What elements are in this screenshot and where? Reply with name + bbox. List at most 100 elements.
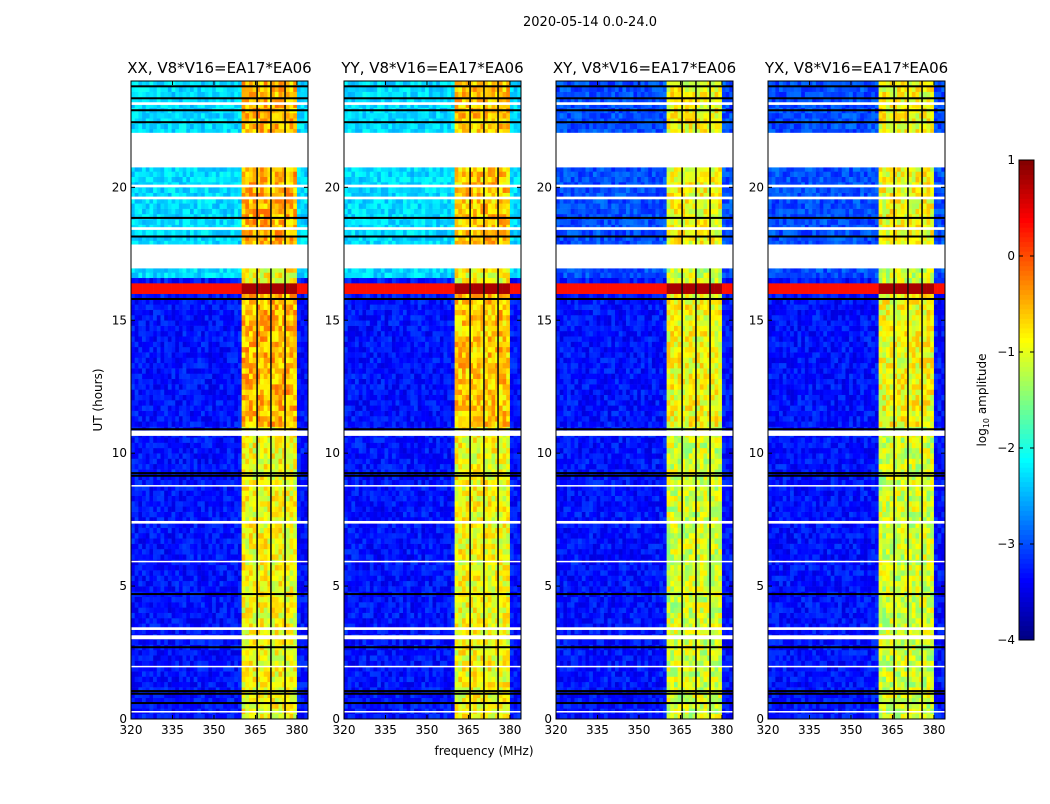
heatmap-cell — [230, 602, 235, 608]
heatmap-cell — [256, 171, 261, 177]
heatmap-cell — [293, 283, 298, 289]
heatmap-cell — [149, 368, 154, 374]
heatmap-cell — [300, 676, 305, 683]
heatmap-cell — [296, 697, 301, 704]
heatmap-cell — [223, 325, 228, 332]
heatmap-cell — [149, 501, 154, 507]
heatmap-cell — [153, 607, 158, 613]
heatmap-cell — [197, 219, 202, 225]
heatmap-cell — [304, 187, 309, 193]
heatmap-cell — [256, 532, 261, 539]
heatmap-cell — [208, 389, 213, 395]
heatmap-cell — [241, 575, 246, 582]
heatmap-cell — [267, 384, 272, 390]
heatmap-cell — [190, 532, 194, 539]
heatmap-cell — [223, 570, 228, 576]
heatmap-cell — [142, 277, 147, 284]
heatmap-cell — [208, 485, 213, 491]
heatmap-cell — [252, 415, 257, 422]
heatmap-cell — [219, 389, 224, 395]
heatmap-cell — [208, 532, 213, 539]
heatmap-cell — [278, 208, 283, 215]
heatmap-cell — [175, 346, 180, 353]
heatmap-cell — [278, 655, 283, 661]
heatmap-cell — [285, 479, 290, 486]
heatmap-cell — [282, 352, 287, 358]
heatmap-cell — [208, 410, 213, 417]
heatmap-cell — [241, 288, 246, 294]
heatmap-cell — [164, 506, 169, 512]
heatmap-cell — [241, 660, 246, 667]
heatmap-cell — [260, 617, 265, 624]
heatmap-cell — [164, 219, 169, 225]
heatmap-cell — [296, 511, 301, 518]
heatmap-cell — [193, 532, 198, 539]
heatmap-cell — [201, 400, 206, 406]
heatmap-cell — [186, 314, 191, 321]
heatmap-cell — [156, 330, 161, 337]
heatmap-cell — [156, 325, 161, 332]
heatmap-cell — [274, 219, 279, 225]
heatmap-cell — [260, 166, 265, 172]
heatmap-cell — [289, 490, 294, 496]
heatmap-cell — [208, 516, 213, 523]
heatmap-cell — [289, 596, 294, 603]
heatmap-cell — [234, 320, 239, 326]
heatmap-cell — [256, 692, 261, 699]
heatmap-cell — [267, 272, 272, 279]
heatmap-cell — [131, 463, 135, 470]
heatmap-cell — [249, 474, 253, 481]
heatmap-cell — [164, 373, 169, 380]
heatmap-cell — [178, 543, 183, 550]
heatmap-cell — [285, 272, 290, 279]
heatmap-cell — [208, 314, 213, 321]
heatmap-cell — [153, 469, 158, 475]
heatmap-cell — [285, 277, 290, 284]
heatmap-cell — [156, 415, 161, 422]
heatmap-cell — [215, 325, 220, 332]
heatmap-cell — [245, 166, 250, 172]
heatmap-cell — [241, 336, 246, 342]
heatmap-cell — [230, 235, 235, 241]
heatmap-cell — [230, 703, 235, 709]
heatmap-cell — [186, 511, 191, 518]
heatmap-cell — [131, 474, 135, 481]
heatmap-cell — [267, 543, 272, 550]
heatmap-cell — [153, 713, 158, 720]
heatmap-cell — [178, 649, 183, 656]
heatmap-cell — [160, 495, 165, 502]
heatmap-cell — [212, 293, 217, 300]
heatmap-cell — [156, 639, 161, 645]
heatmap-cell — [263, 575, 268, 582]
heatmap-cell — [212, 357, 217, 364]
heatmap-cell — [271, 389, 276, 395]
heatmap-cell — [289, 495, 294, 502]
heatmap-cell — [267, 447, 272, 454]
heatmap-cell — [252, 623, 257, 629]
heatmap-cell — [201, 208, 206, 215]
heatmap-cell — [274, 623, 279, 629]
heatmap-cell — [263, 532, 268, 539]
heatmap-cell — [293, 187, 298, 193]
heatmap-cell — [204, 442, 209, 449]
heatmap-cell — [204, 325, 209, 332]
heatmap-cell — [208, 208, 213, 215]
heatmap-cell — [197, 681, 202, 688]
heatmap-cell — [197, 166, 202, 172]
heatmap-cell — [223, 495, 228, 502]
heatmap-cell — [293, 485, 298, 491]
heatmap-cell — [219, 400, 224, 406]
heatmap-cell — [175, 564, 180, 571]
heatmap-cell — [278, 511, 283, 518]
heatmap-cell — [182, 197, 187, 204]
heatmap-cell — [230, 607, 235, 613]
heatmap-cell — [171, 575, 176, 582]
heatmap-cell — [167, 639, 172, 645]
heatmap-cell — [304, 501, 309, 507]
heatmap-cell — [293, 596, 298, 603]
heatmap-cell — [223, 485, 228, 491]
heatmap-cell — [131, 501, 135, 507]
heatmap-cell — [223, 235, 228, 241]
heatmap-cell — [134, 495, 139, 502]
heatmap-cell — [241, 293, 246, 300]
